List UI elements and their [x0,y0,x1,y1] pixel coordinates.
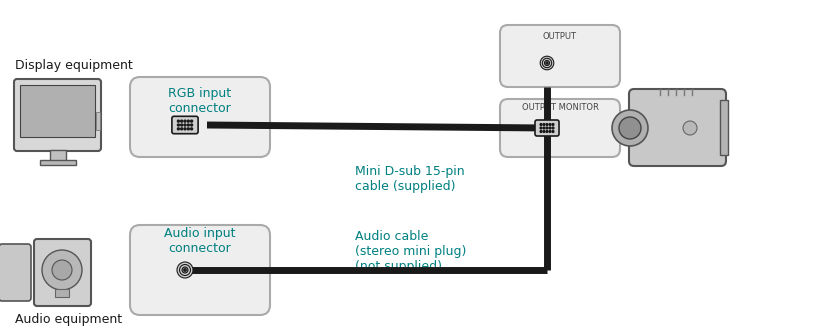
Circle shape [545,60,550,66]
Circle shape [552,124,554,125]
Circle shape [191,120,192,122]
Circle shape [187,120,189,122]
Circle shape [549,127,551,129]
Circle shape [187,128,189,130]
Circle shape [552,127,554,129]
Circle shape [181,124,182,126]
Circle shape [184,124,186,126]
Bar [96,112,100,130]
FancyBboxPatch shape [172,116,198,134]
Text: Audio cable
(stereo mini plug)
(not supplied): Audio cable (stereo mini plug) (not supp… [355,230,466,273]
Circle shape [546,124,548,125]
Text: OUTPUT MONITOR: OUTPUT MONITOR [522,103,599,112]
Text: Mini D-sub 15-pin
cable (supplied): Mini D-sub 15-pin cable (supplied) [355,165,465,193]
FancyBboxPatch shape [500,99,620,157]
Circle shape [184,120,186,122]
Circle shape [52,260,72,280]
Circle shape [182,267,188,273]
Bar [50,150,65,162]
FancyBboxPatch shape [629,89,726,166]
FancyBboxPatch shape [130,225,270,315]
Circle shape [191,128,192,130]
FancyBboxPatch shape [500,25,620,87]
Circle shape [540,127,542,129]
Text: RGB input
connector: RGB input connector [169,87,231,115]
FancyBboxPatch shape [0,244,31,301]
Circle shape [178,124,179,126]
Circle shape [543,127,545,129]
Bar [39,160,75,165]
Circle shape [543,124,545,125]
Circle shape [540,56,554,70]
Circle shape [178,128,179,130]
Circle shape [540,131,542,132]
Circle shape [42,250,82,290]
Circle shape [612,110,648,146]
Circle shape [546,62,548,64]
Circle shape [181,128,182,130]
Circle shape [184,128,186,130]
Text: OUTPUT: OUTPUT [543,32,577,41]
Circle shape [540,124,542,125]
Bar [720,100,728,155]
Circle shape [177,262,193,278]
Text: Audio equipment: Audio equipment [15,313,122,326]
Bar [20,85,95,137]
Text: Display equipment: Display equipment [15,59,133,72]
FancyBboxPatch shape [34,239,91,306]
Circle shape [542,58,551,68]
Circle shape [683,121,697,135]
Text: Audio input
connector: Audio input connector [164,227,236,255]
Circle shape [178,120,179,122]
Circle shape [191,124,192,126]
Circle shape [187,124,189,126]
Circle shape [546,127,548,129]
Circle shape [181,120,182,122]
FancyBboxPatch shape [130,77,270,157]
Circle shape [184,269,187,271]
Circle shape [552,131,554,132]
FancyBboxPatch shape [535,120,559,136]
FancyBboxPatch shape [14,79,101,151]
Bar [55,289,69,297]
Circle shape [546,131,548,132]
Circle shape [179,265,191,275]
Circle shape [619,117,641,139]
Circle shape [543,131,545,132]
Circle shape [549,124,551,125]
Circle shape [549,131,551,132]
